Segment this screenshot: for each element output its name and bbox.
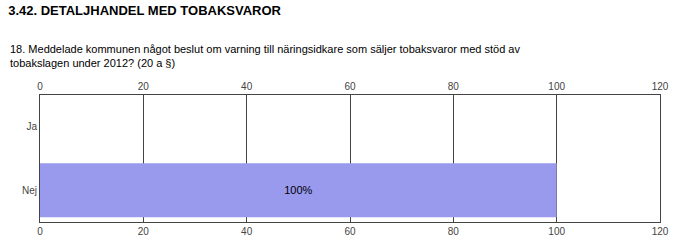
svg-text:120: 120: [652, 226, 669, 237]
svg-text:100: 100: [548, 81, 565, 92]
svg-text:100: 100: [548, 226, 565, 237]
svg-text:20: 20: [138, 226, 150, 237]
svg-text:60: 60: [344, 81, 356, 92]
svg-text:40: 40: [241, 226, 253, 237]
svg-text:40: 40: [241, 81, 253, 92]
svg-text:3.42. DETALJHANDEL MED TOBAKSV: 3.42. DETALJHANDEL MED TOBAKSVAROR: [8, 3, 281, 18]
svg-text:100%: 100%: [284, 184, 312, 196]
svg-text:Ja: Ja: [26, 121, 37, 132]
svg-text:0: 0: [37, 226, 43, 237]
svg-text:80: 80: [448, 226, 460, 237]
svg-text:18. Meddelade kommunen något b: 18. Meddelade kommunen något beslut om v…: [10, 43, 520, 69]
svg-text:120: 120: [652, 81, 669, 92]
svg-text:60: 60: [344, 226, 356, 237]
svg-text:Nej: Nej: [22, 185, 37, 196]
svg-text:0: 0: [37, 81, 43, 92]
svg-text:80: 80: [448, 81, 460, 92]
svg-text:20: 20: [138, 81, 150, 92]
